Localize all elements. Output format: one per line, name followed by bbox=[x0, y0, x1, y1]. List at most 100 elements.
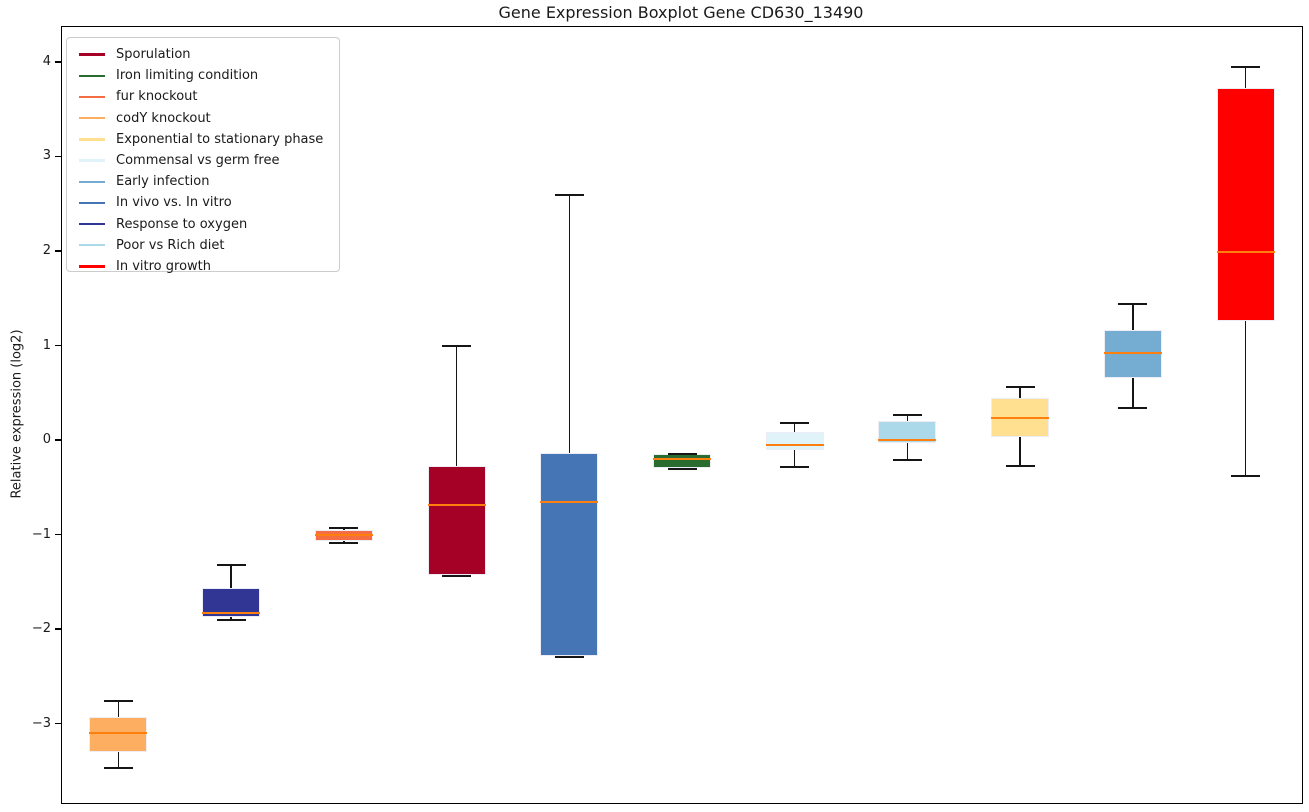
upper-cap bbox=[554, 194, 584, 197]
legend-item: Commensal vs germ free bbox=[79, 150, 329, 171]
legend-line-swatch bbox=[79, 222, 105, 226]
chart-title: Gene Expression Boxplot Gene CD630_13490 bbox=[498, 3, 864, 22]
y-tick-mark bbox=[55, 439, 61, 441]
y-tick-mark bbox=[55, 722, 61, 725]
lower-cap bbox=[892, 458, 922, 461]
y-axis-label: Relative expression (log2) bbox=[9, 329, 25, 499]
lower-whisker bbox=[906, 442, 909, 460]
legend-item: Early infection bbox=[79, 171, 329, 192]
box bbox=[89, 716, 148, 752]
legend-line-swatch bbox=[79, 53, 105, 56]
legend-label: Early infection bbox=[116, 174, 210, 190]
lower-whisker bbox=[1132, 377, 1134, 408]
upper-cap bbox=[216, 563, 246, 566]
legend-item: codY knockout bbox=[79, 108, 329, 129]
legend-line-swatch bbox=[79, 201, 105, 205]
upper-whisker bbox=[117, 700, 120, 717]
upper-whisker bbox=[1244, 66, 1247, 89]
y-tick-mark bbox=[55, 628, 61, 630]
median-line bbox=[314, 533, 373, 536]
legend-label: In vitro growth bbox=[116, 258, 211, 274]
upper-whisker bbox=[793, 423, 796, 432]
median-line bbox=[991, 417, 1050, 420]
y-tick-label: −3 bbox=[31, 715, 51, 731]
box bbox=[1216, 88, 1275, 321]
box bbox=[540, 453, 599, 657]
upper-whisker bbox=[455, 345, 458, 466]
lower-cap bbox=[103, 767, 133, 770]
median-line bbox=[427, 504, 486, 507]
y-tick-mark bbox=[55, 533, 61, 536]
lower-cap bbox=[329, 542, 359, 545]
lower-whisker bbox=[793, 450, 796, 467]
upper-cap bbox=[103, 699, 133, 702]
legend: Sporulation Iron limiting condition fur kn… bbox=[66, 37, 340, 274]
y-tick-label: 2 bbox=[42, 243, 51, 258]
y-tick-label: 1 bbox=[42, 337, 51, 353]
legend-label: codY knockout bbox=[116, 110, 211, 126]
legend-item: Response to oxygen bbox=[79, 214, 329, 235]
legend-item: Iron limiting condition bbox=[79, 65, 329, 86]
y-tick-mark bbox=[55, 61, 61, 63]
lower-cap bbox=[216, 618, 246, 621]
legend-label: Iron limiting condition bbox=[116, 68, 259, 84]
upper-cap bbox=[892, 414, 922, 417]
lower-whisker bbox=[117, 751, 120, 769]
median-line bbox=[89, 732, 148, 735]
legend-line-swatch bbox=[79, 116, 105, 120]
box bbox=[878, 421, 937, 443]
legend-line-swatch bbox=[79, 95, 105, 99]
median-line bbox=[1103, 352, 1162, 355]
upper-whisker bbox=[1019, 387, 1021, 398]
upper-whisker bbox=[230, 564, 232, 589]
legend-line-swatch bbox=[79, 244, 105, 247]
upper-cap bbox=[667, 453, 697, 456]
upper-cap bbox=[1005, 386, 1035, 389]
y-tick-label: −1 bbox=[31, 526, 51, 542]
y-tick-label: −2 bbox=[31, 621, 51, 637]
legend-line-swatch bbox=[79, 159, 105, 162]
y-tick-label: 0 bbox=[42, 432, 51, 448]
box bbox=[427, 465, 486, 576]
y-tick-mark bbox=[55, 250, 61, 252]
box bbox=[653, 454, 711, 469]
upper-cap bbox=[442, 344, 472, 347]
lower-cap bbox=[1231, 474, 1261, 477]
legend-item: In vitro growth bbox=[79, 256, 329, 277]
lower-cap bbox=[667, 468, 697, 471]
median-line bbox=[1216, 250, 1275, 253]
legend-line-swatch bbox=[79, 265, 105, 268]
legend-item: Poor vs Rich diet bbox=[79, 235, 329, 256]
y-tick-mark bbox=[55, 344, 61, 347]
legend-label: Sporulation bbox=[116, 47, 191, 63]
legend-item: Exponential to stationary phase bbox=[79, 129, 329, 150]
upper-whisker bbox=[1132, 303, 1134, 331]
upper-cap bbox=[1118, 302, 1148, 305]
box bbox=[765, 431, 824, 451]
lower-whisker bbox=[1244, 320, 1247, 476]
y-tick-label: 4 bbox=[42, 53, 51, 69]
upper-whisker bbox=[568, 195, 571, 454]
legend-label: In vivo vs. In vitro bbox=[116, 195, 232, 211]
lower-cap bbox=[780, 465, 810, 468]
y-tick-mark bbox=[55, 155, 61, 158]
upper-cap bbox=[1231, 65, 1261, 68]
legend-line-swatch bbox=[79, 180, 105, 183]
upper-cap bbox=[329, 526, 359, 529]
legend-line-swatch bbox=[79, 138, 105, 141]
median-line bbox=[765, 443, 824, 446]
median-line bbox=[202, 612, 261, 615]
legend-item: Sporulation bbox=[79, 44, 329, 65]
legend-label: Commensal vs germ free bbox=[116, 153, 280, 169]
lower-cap bbox=[442, 575, 472, 578]
legend-label: Poor vs Rich diet bbox=[116, 237, 225, 253]
legend-line-swatch bbox=[79, 74, 105, 77]
lower-cap bbox=[1118, 406, 1148, 409]
legend-label: fur knockout bbox=[116, 89, 198, 105]
upper-whisker bbox=[906, 415, 909, 422]
legend-item: fur knockout bbox=[79, 86, 329, 107]
lower-whisker bbox=[1019, 437, 1021, 466]
legend-label: Exponential to stationary phase bbox=[116, 131, 324, 147]
legend-label: Response to oxygen bbox=[116, 216, 248, 232]
